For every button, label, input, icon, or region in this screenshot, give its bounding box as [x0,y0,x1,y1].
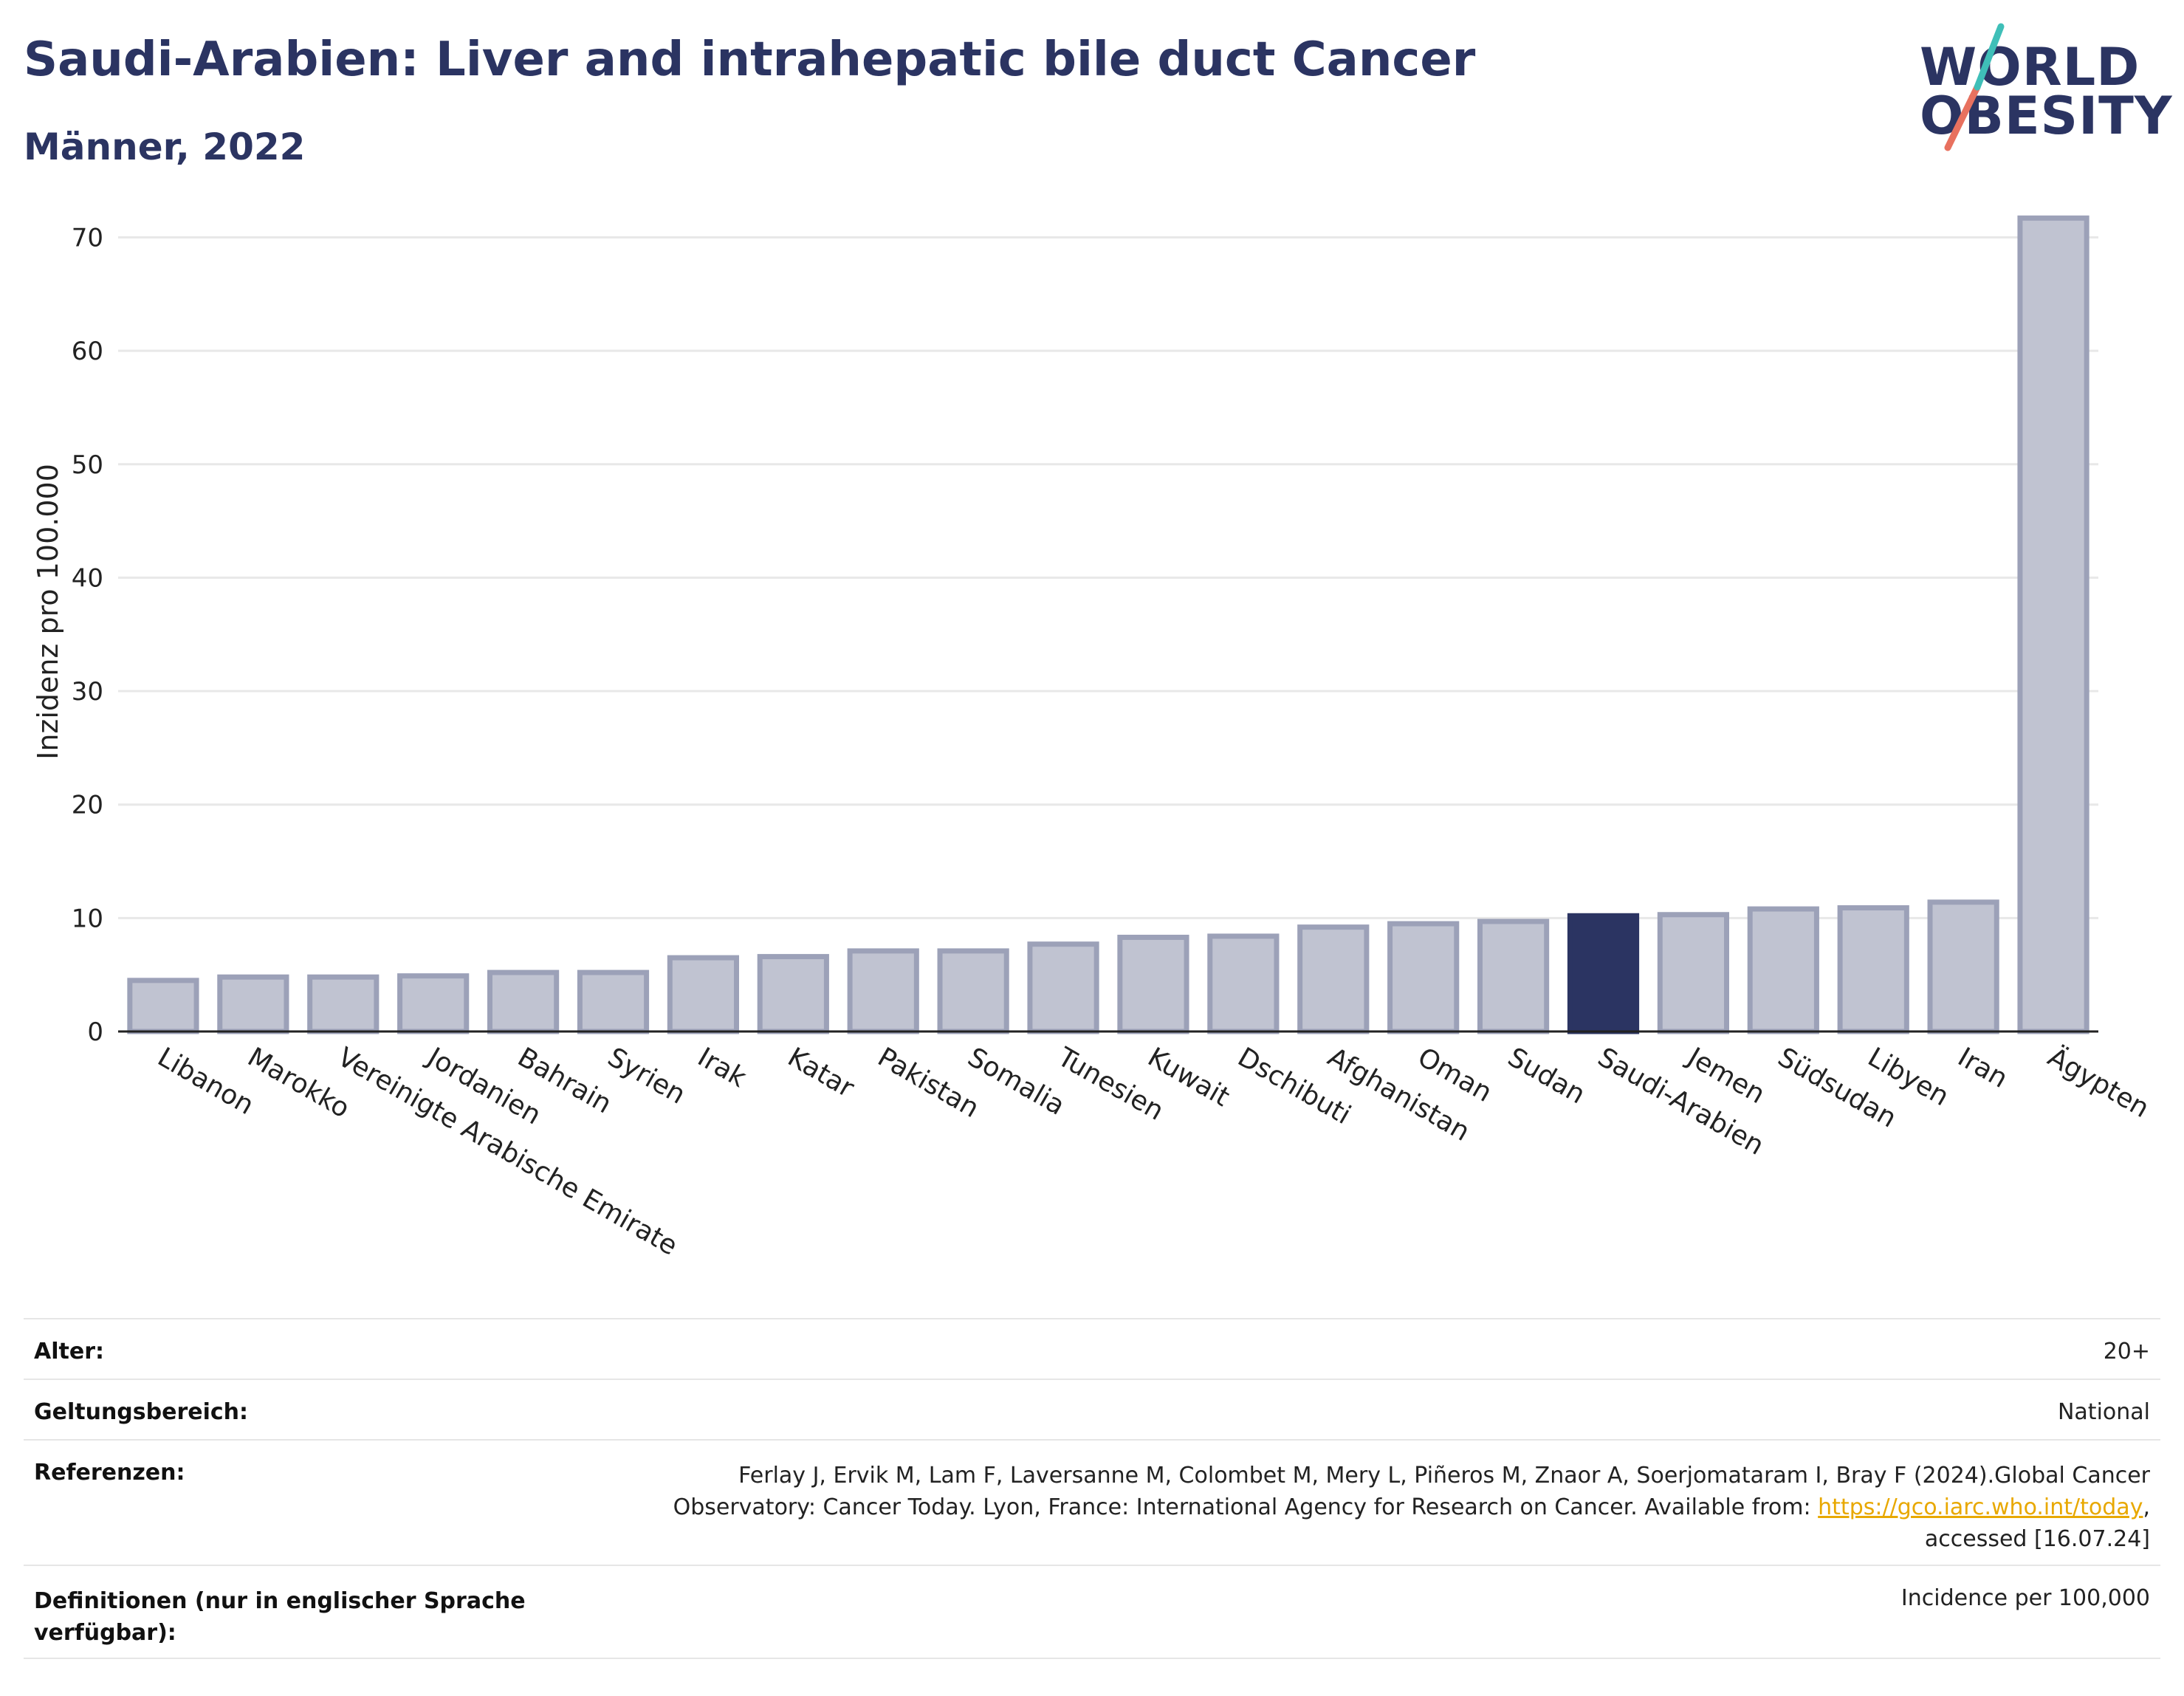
y-tick-label: 10 [72,904,103,933]
chart-subtitle: Männer, 2022 [24,126,306,168]
bar [307,974,380,1034]
bar [2017,215,2089,1034]
references-line-1: Ferlay J, Ervik M, Lam F, Laversanne M, … [738,1463,2150,1489]
bar [217,974,289,1034]
world-obesity-logo: WORLD OBESITY [1920,22,2172,162]
bar [487,969,560,1034]
references-line-3: accessed [16.07.24] [1924,1526,2150,1552]
y-tick-label: 60 [72,337,103,366]
bar [1567,913,1640,1034]
bar [1027,941,1099,1034]
references-value: Ferlay J, Ervik M, Lam F, Laversanne M, … [673,1460,2150,1555]
bar-chart: 0 10 20 30 40 50 60 70 Inzidenz pro 100.000 Liban… [32,215,2155,1262]
x-tick-label: Marokko [242,1042,354,1124]
meta-row-scope: Geltungsbereich: National [24,1379,2160,1441]
bar [1747,906,1819,1034]
bar [847,948,919,1034]
references-comma: , [2143,1494,2150,1520]
reference-link[interactable]: https://gco.iarc.who.int/today [1818,1494,2143,1520]
logo-slash-icon [1944,23,2005,151]
y-tick-label: 70 [72,223,103,253]
bar [667,955,740,1034]
definitions-label-line-2: verfügbar): [34,1620,176,1646]
meta-row-references: Referenzen: Ferlay J, Ervik M, Lam F, La… [24,1439,2160,1566]
bar [1207,933,1280,1034]
x-tick-label: Iran [1953,1042,2013,1094]
y-tick-label: 20 [72,791,103,820]
bar [397,973,470,1034]
references-label: Referenzen: [34,1460,185,1486]
scope-label: Geltungsbereich: [34,1399,249,1425]
bar [127,978,199,1034]
bar [1117,934,1189,1034]
bar [1657,912,1730,1034]
y-tick-label: 40 [72,563,103,593]
x-tick-label: Somalia [963,1042,1070,1122]
bar [1837,905,1909,1034]
references-line-2-text: Observatory: Cancer Today. Lyon, France:… [673,1494,1811,1520]
y-axis-label: Inzidenz pro 100.000 [32,464,64,760]
bar [1297,924,1370,1034]
bar [937,948,1009,1034]
bar [757,954,829,1034]
bar [1387,921,1460,1034]
meta-row-age: Alter: 20+ [24,1318,2160,1380]
y-tick-label: 30 [72,677,103,707]
x-tick-label: Syrien [602,1042,690,1110]
x-tick-label: Ägypten [2043,1041,2155,1124]
x-tick-label: Irak [693,1042,752,1094]
y-tick-label: 50 [72,450,103,480]
references-line-2: Observatory: Cancer Today. Lyon, France:… [673,1491,2150,1523]
x-tick-label: Sudan [1503,1042,1590,1110]
x-tick-label: Libanon [152,1042,258,1121]
bar [1927,899,1999,1034]
scope-value: National [2057,1399,2150,1425]
age-value: 20+ [2103,1339,2150,1364]
x-tick-label: Katar [783,1042,859,1104]
chart-title: Saudi-Arabien: Liver and intrahepatic bi… [24,32,1476,87]
x-tick-label: Pakistan [873,1042,984,1124]
bar [1477,919,1550,1034]
definitions-label: Definitionen (nur in englischer Sprache … [34,1585,526,1649]
logo-text-line1: WORLD [1920,37,2140,97]
y-tick-label: 0 [87,1017,103,1047]
age-label: Alter: [34,1339,104,1364]
meta-row-definitions: Definitionen (nur in englischer Sprache … [24,1565,2160,1659]
definitions-label-line-1: Definitionen (nur in englischer Sprache [34,1588,526,1614]
definitions-value: Incidence per 100,000 [1900,1585,2150,1611]
bar [577,969,650,1034]
